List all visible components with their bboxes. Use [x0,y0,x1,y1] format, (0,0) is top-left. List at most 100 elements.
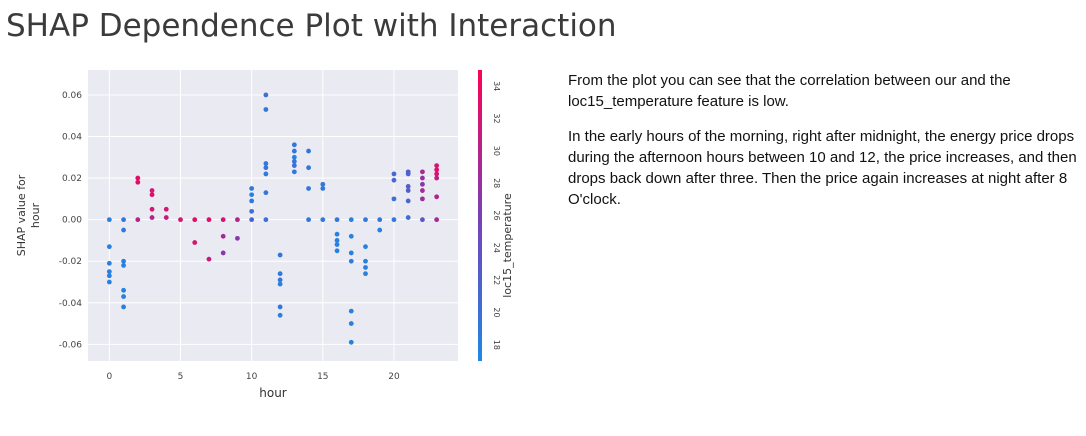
data-point [320,217,326,223]
data-point [405,215,411,220]
data-point [121,217,126,223]
data-point [391,171,397,177]
data-point [306,148,311,154]
data-point [106,279,112,285]
scatter-points [106,92,440,345]
data-point [420,175,425,181]
data-point [334,248,340,254]
data-point [192,217,198,223]
data-point [434,167,440,173]
data-point [149,215,155,220]
shap-dependence-chart: 0 5 10 15 20 -0.06 -0.04 -0.02 0.00 0.02 0.04 0.06… [0,60,560,432]
data-point [291,148,297,154]
data-point [434,171,440,177]
data-point [434,163,440,169]
data-point [135,175,141,181]
y-tick-label: -0.06 [59,340,83,350]
data-point [363,258,368,264]
page-title: SHAP Dependence Plot with Interaction [6,8,617,44]
data-point [121,258,126,264]
data-point [249,192,255,198]
explanation-paragraph-2: In the early hours of the morning, right… [568,128,1077,208]
y-axis-label-line: hour [29,202,42,228]
data-point [348,321,354,326]
y-axis-label: SHAP value for hour [15,174,42,256]
grid-lines [88,70,458,361]
y-tick-label: 0.06 [62,91,82,101]
data-point [363,265,368,270]
data-point [377,217,383,223]
colorbar [478,70,482,361]
data-point [363,271,368,277]
colorbar-tick-label: 32 [492,113,501,123]
data-point [149,188,155,193]
x-tick-label: 20 [388,372,400,382]
data-point [277,252,283,258]
data-point [420,181,425,187]
data-point [420,196,425,202]
y-tick-label: -0.04 [59,299,83,309]
data-point [405,184,411,189]
data-point [263,171,269,177]
colorbar-tick-label: 18 [492,340,501,350]
y-tick-label: 0.04 [62,133,82,143]
data-point [334,231,340,237]
colorbar-tick-label: 34 [492,81,501,91]
data-point [149,192,155,198]
data-point [277,312,283,318]
data-point [263,165,269,171]
data-point [206,256,212,262]
data-point [291,169,297,175]
colorbar-tick-label: 28 [492,178,501,188]
data-point [263,161,269,166]
data-point [377,227,383,233]
data-point [121,227,126,233]
data-point [348,217,354,223]
data-point [249,208,255,214]
data-point [121,304,126,310]
data-point [420,188,425,193]
data-point [277,304,283,310]
explanation-text: From the plot you can see that the corre… [568,70,1080,224]
data-point [163,206,169,212]
data-point [106,244,112,250]
data-point [178,217,183,223]
data-point [334,242,340,248]
data-point [220,250,226,256]
data-point [320,181,326,187]
colorbar-tick-label: 30 [492,146,501,156]
data-point [249,186,255,191]
data-point [121,262,126,268]
data-point [106,260,112,266]
data-point [277,277,283,283]
data-point [263,92,269,98]
y-tick-label: 0.00 [62,216,82,226]
data-point [306,165,311,171]
explanation-paragraph-1: From the plot you can see that the corre… [568,72,1011,110]
data-point [391,177,397,183]
data-point [363,244,368,250]
data-point [249,217,255,223]
data-point [106,269,112,275]
data-point [291,154,297,160]
colorbar-tick-label: 24 [492,243,501,253]
data-point [277,281,283,287]
data-point [420,217,425,223]
data-point [434,175,440,181]
data-point [420,169,425,175]
data-point [106,217,112,223]
data-point [348,233,354,239]
data-point [434,217,440,223]
data-point [391,196,397,202]
plot-area [88,70,458,361]
data-point [348,250,354,256]
y-axis-ticks: -0.06 -0.04 -0.02 0.00 0.02 0.04 0.06 [59,91,83,350]
data-point [348,258,354,264]
data-point [263,107,269,112]
data-point [135,179,141,185]
x-tick-label: 15 [317,372,328,382]
x-axis-label: hour [259,386,287,400]
data-point [348,339,354,345]
data-point [106,273,112,279]
data-point [405,198,411,204]
